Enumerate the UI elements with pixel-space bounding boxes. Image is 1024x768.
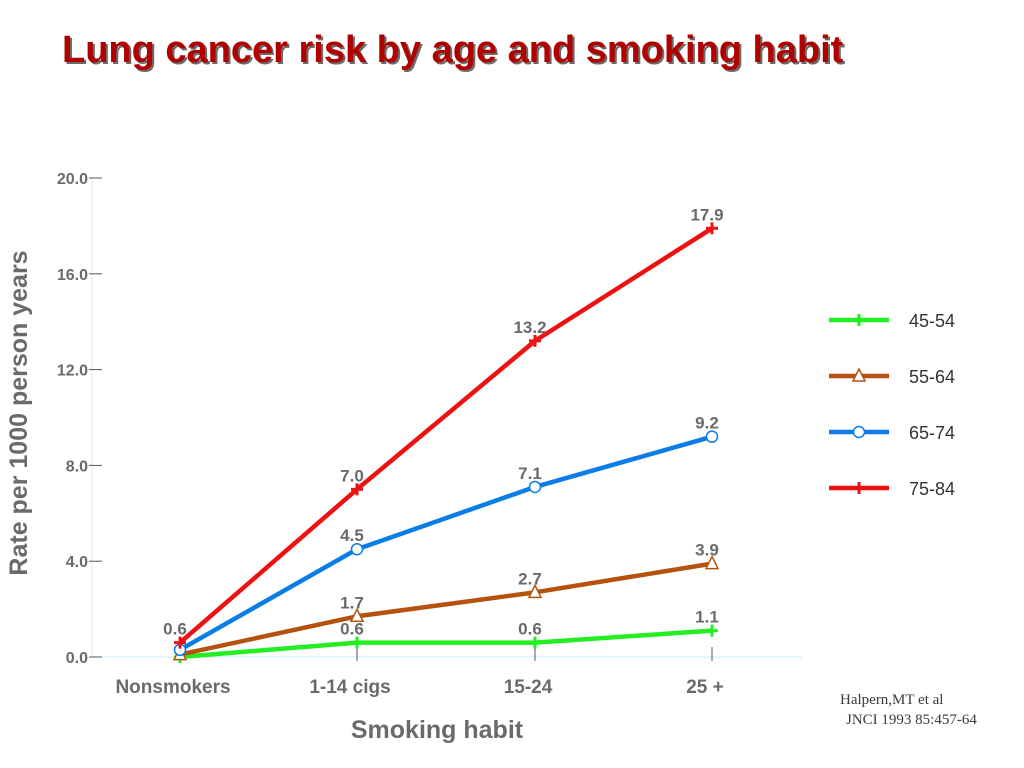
legend-label: 55-64 xyxy=(909,367,955,387)
x-tick-label: Nonsmokers xyxy=(115,677,230,698)
data-label-75-84: 17.9 xyxy=(690,205,723,224)
data-label-45-54: 0.6 xyxy=(518,620,542,639)
data-point-55-64 xyxy=(704,554,720,570)
y-tick-label: 16.0 xyxy=(57,267,88,284)
legend-marker xyxy=(852,425,866,439)
data-point-75-84 xyxy=(706,222,718,235)
citation-line-2: JNCI 1993 85:457-64 xyxy=(846,712,977,728)
data-point-45-54 xyxy=(706,624,718,637)
y-tick-label: 4.0 xyxy=(66,554,88,571)
legend-label: 45-54 xyxy=(909,311,955,331)
legend-item-45-54: 45-54 xyxy=(829,311,955,331)
data-point-65-74 xyxy=(528,480,542,494)
data-point-55-64 xyxy=(349,607,365,623)
data-label-65-74: 7.1 xyxy=(518,464,542,483)
series-line-65-74 xyxy=(178,434,713,652)
series-line-45-54 xyxy=(179,628,713,660)
legend-item-55-64: 55-64 xyxy=(829,367,955,387)
data-label-55-64: 2.7 xyxy=(518,569,542,588)
chart-data-labels: 0.6 0.6 1.1 1.7 2.7 3.9 4.5 7.1 9.2 0.6 7.0 13.2 17.… xyxy=(163,205,723,638)
citation-line-1: Halpern,MT et al xyxy=(840,692,944,708)
legend-item-65-74: 65-74 xyxy=(829,423,955,443)
legend-label: 75-84 xyxy=(909,479,955,499)
data-point-75-84 xyxy=(529,334,541,347)
x-tick-label: 25 + xyxy=(686,677,724,698)
data-point-45-54 xyxy=(351,636,363,649)
data-point-75-84 xyxy=(174,636,186,649)
y-tick-label: 12.0 xyxy=(57,363,88,380)
data-label-45-54: 0.6 xyxy=(340,620,364,639)
legend-marker xyxy=(851,367,867,382)
legend-label: 65-74 xyxy=(909,423,955,443)
x-tick-label: 15-24 xyxy=(504,677,553,698)
data-point-75-84 xyxy=(351,483,363,496)
chart-series xyxy=(172,222,720,663)
legend-item-75-84: 75-84 xyxy=(829,479,955,499)
legend-marker xyxy=(853,482,865,494)
citation: Halpern,MT et al JNCI 1993 85:457-64 xyxy=(840,690,1020,730)
chart-axes: 0.0 4.0 8.0 12.0 16.0 20.0 Nonsmokers 1-14 cigs… xyxy=(57,171,802,698)
x-axis-title: Smoking habit xyxy=(351,716,524,744)
series-line-55-64 xyxy=(179,561,713,657)
data-point-65-74 xyxy=(705,430,719,443)
y-tick-label: 0.0 xyxy=(66,650,88,667)
legend-marker xyxy=(853,314,865,326)
data-point-55-64 xyxy=(527,583,543,599)
data-label-65-74: 9.2 xyxy=(695,414,719,433)
data-label-55-64: 3.9 xyxy=(695,541,719,560)
data-label-75-84: 13.2 xyxy=(513,318,546,337)
data-label-45-54: 1.1 xyxy=(695,608,719,627)
chart-legend: 45-54 55-64 65-74 75-84 xyxy=(829,311,955,499)
data-label-55-64: 1.7 xyxy=(340,593,364,612)
data-label-75-84: 0.6 xyxy=(163,620,187,639)
data-point-45-54 xyxy=(529,636,541,649)
page-title: Lung cancer risk by age and smoking habi… xyxy=(62,29,844,71)
series-line-75-84 xyxy=(178,226,714,645)
y-tick-label: 8.0 xyxy=(66,458,88,475)
y-axis-title: Rate per 1000 person years xyxy=(5,250,33,575)
y-tick-label: 20.0 xyxy=(57,171,88,188)
data-label-75-84: 7.0 xyxy=(340,466,364,485)
data-point-65-74 xyxy=(350,542,364,556)
x-tick-label: 1-14 cigs xyxy=(309,677,390,698)
data-label-65-74: 4.5 xyxy=(340,526,364,545)
